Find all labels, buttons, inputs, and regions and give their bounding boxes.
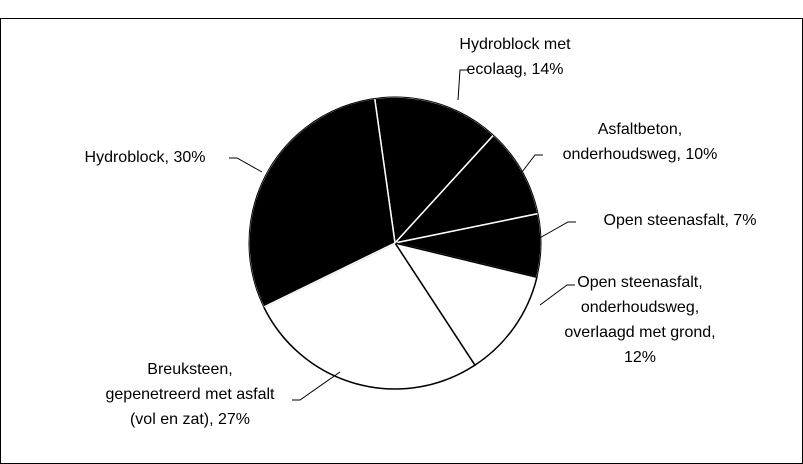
slice-label: Open steenasfalt, 7%: [604, 212, 757, 229]
leader-line: [229, 157, 263, 173]
slice-label: gepenetreerd met asfalt: [106, 386, 276, 403]
slice-label: Breuksteen,: [147, 361, 232, 378]
slice-label: 12%: [624, 349, 656, 366]
leader-line: [535, 221, 576, 241]
slice-label: Asfaltbeton,: [598, 121, 683, 138]
slice-label: overlaagd met grond,: [564, 324, 715, 341]
leader-line: [539, 284, 575, 306]
slice-label: onderhoudsweg, 10%: [563, 146, 718, 163]
slice-label: onderhoudsweg,: [581, 299, 699, 316]
slice-label: ecolaag, 14%: [467, 61, 564, 78]
leader-line: [521, 154, 543, 173]
leader-line: [457, 69, 468, 101]
pie-outline: [248, 96, 542, 390]
slice-label: (vol en zat), 27%: [130, 411, 250, 428]
slice-label: Open steenasfalt,: [577, 274, 702, 291]
leader-line: [292, 371, 341, 401]
slice-label: Hydroblock, 30%: [85, 149, 206, 166]
slice-label: Hydroblock met: [459, 36, 571, 53]
